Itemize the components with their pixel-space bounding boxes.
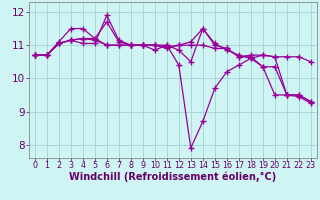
X-axis label: Windchill (Refroidissement éolien,°C): Windchill (Refroidissement éolien,°C): [69, 172, 276, 182]
